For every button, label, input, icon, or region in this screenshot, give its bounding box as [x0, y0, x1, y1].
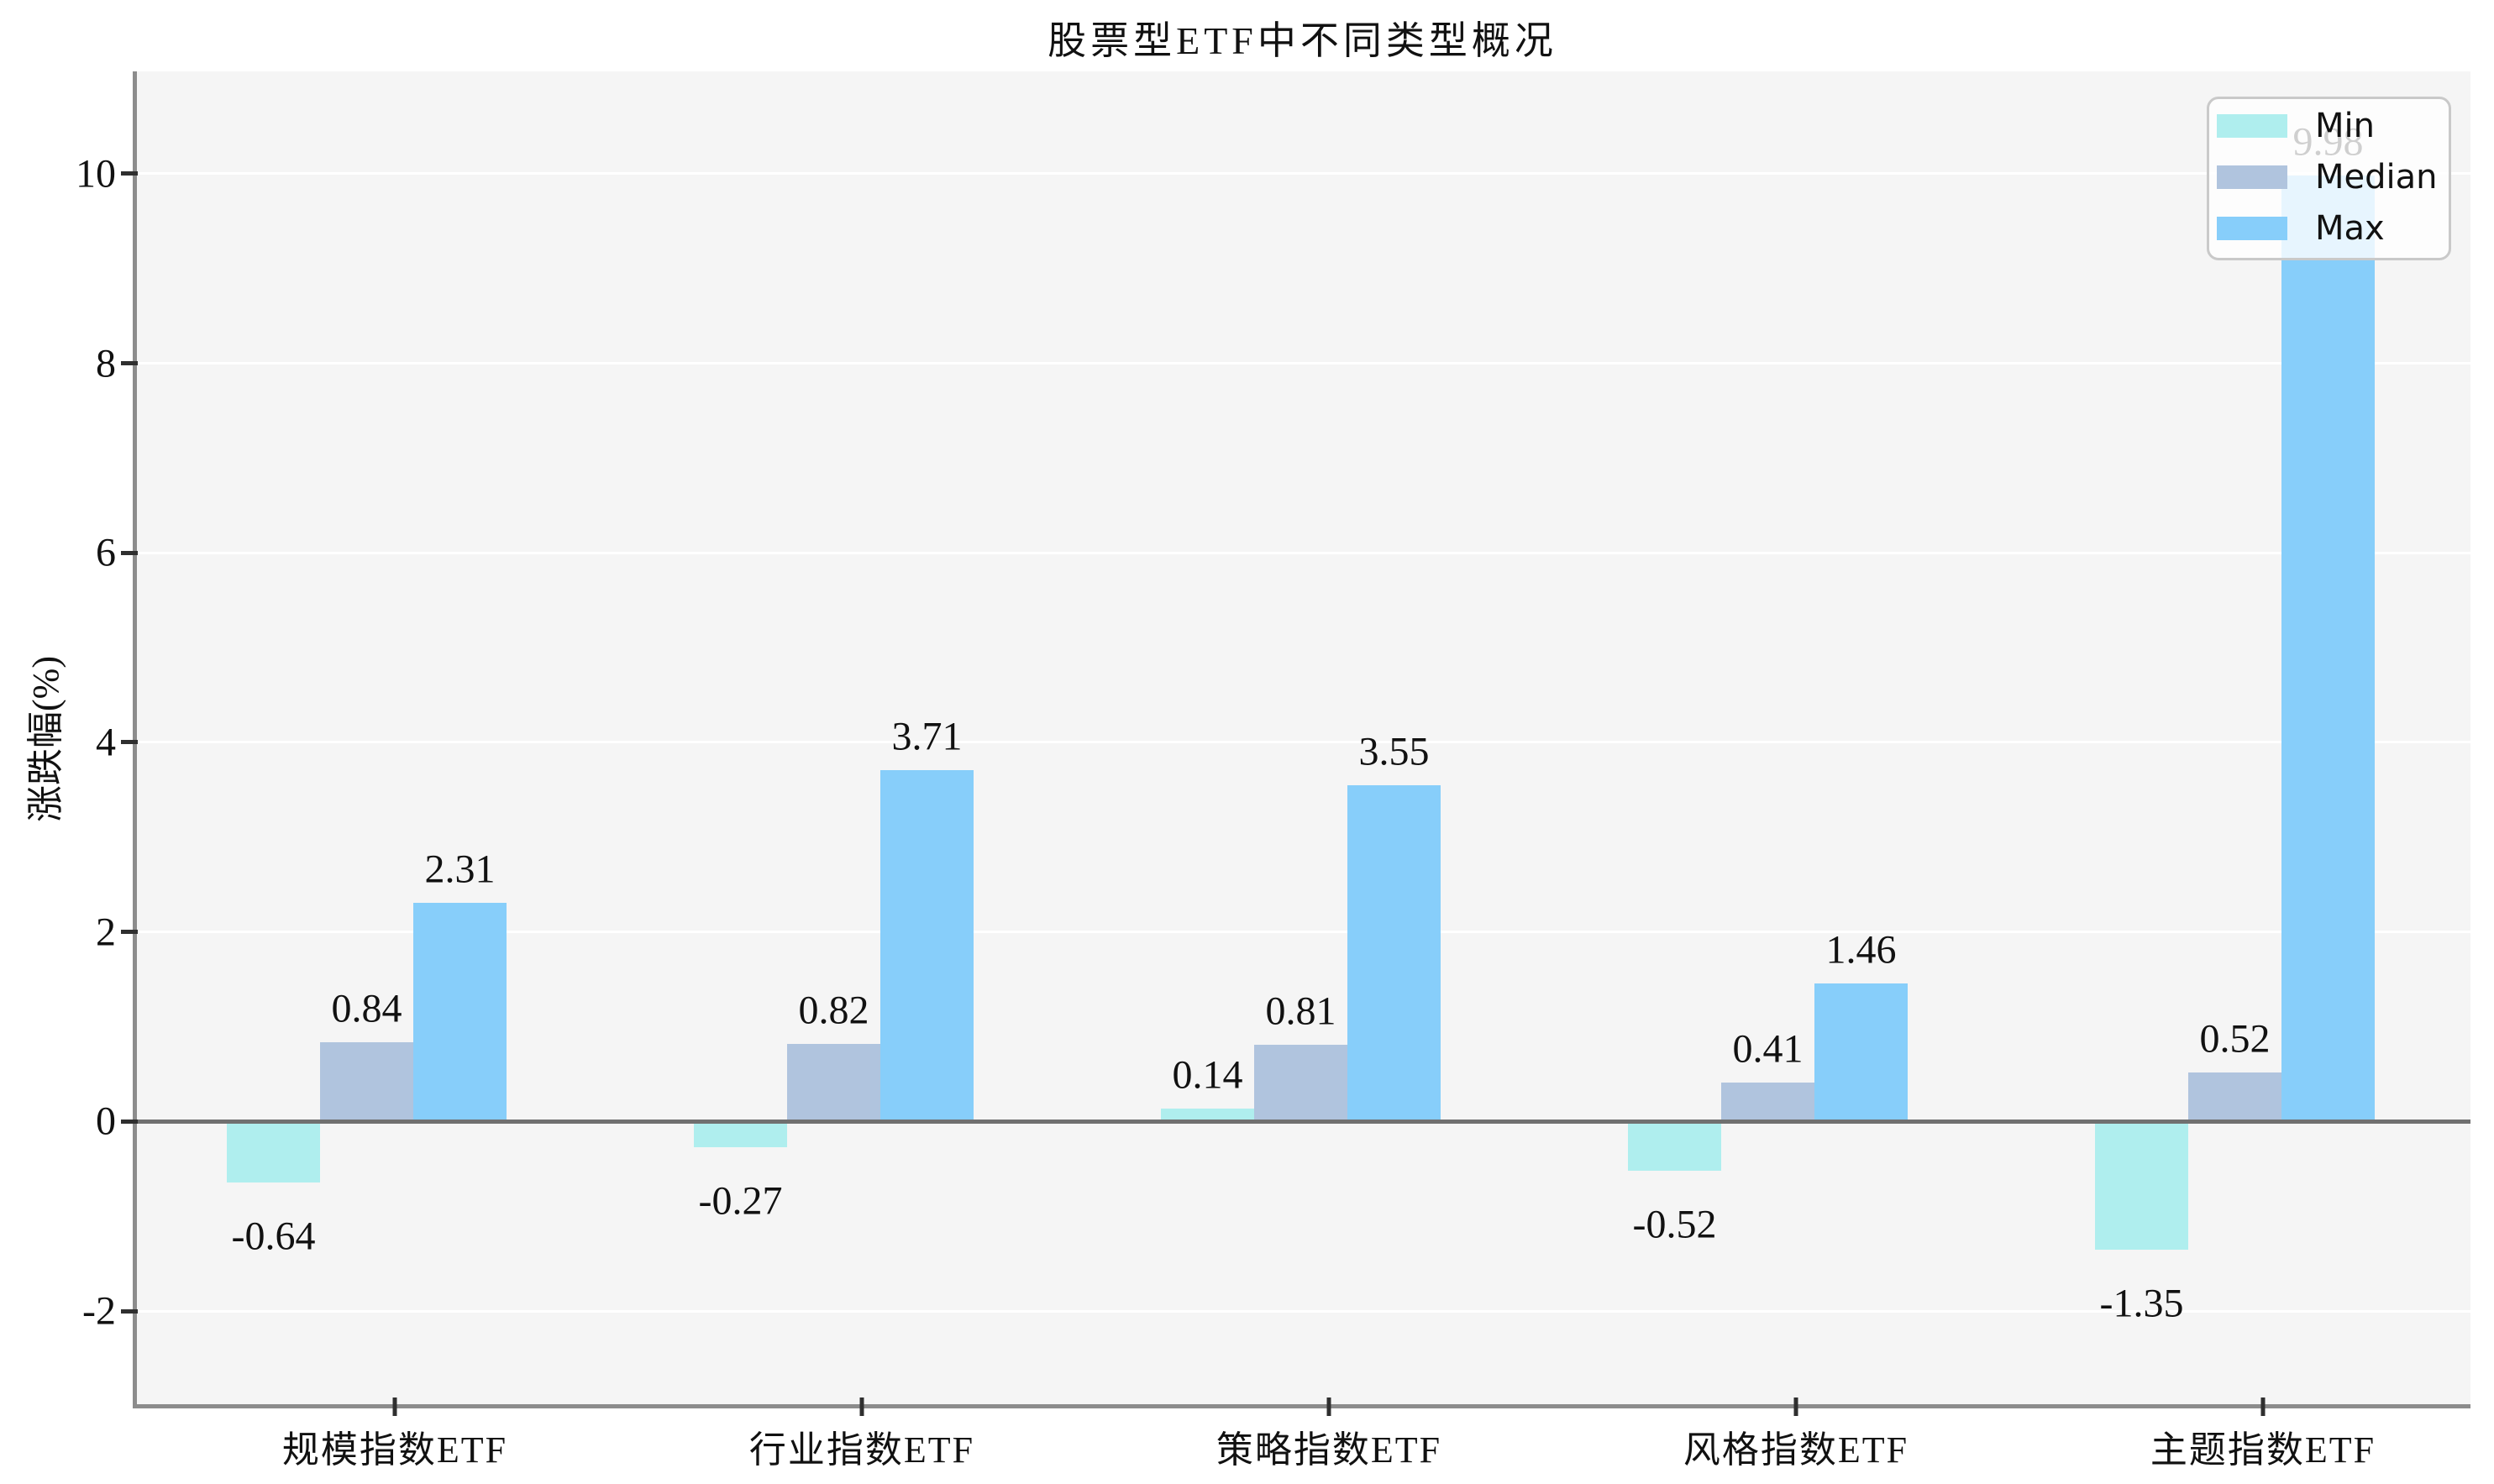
y-tick-label: 2: [96, 910, 116, 955]
y-tick-mark: [121, 171, 138, 176]
bar-value-label: 0.52: [2199, 1016, 2271, 1062]
x-tick-label-4: 主题指数ETF: [2150, 1429, 2376, 1471]
y-gridline: [134, 362, 2470, 365]
bar-min-0: [227, 1121, 320, 1182]
x-tick-label-3: 风格指数ETF: [1683, 1429, 1909, 1471]
bar-value-label: 0.14: [1172, 1052, 1243, 1098]
bar-max-0: [413, 902, 507, 1122]
x-tick-label-0: 规模指数ETF: [281, 1429, 508, 1471]
bar-max-3: [1814, 983, 1908, 1122]
bar-value-label: 0.81: [1265, 988, 1336, 1034]
bar-median-4: [2188, 1072, 2281, 1122]
y-tick-mark: [121, 1308, 138, 1314]
y-gridline: [134, 172, 2470, 176]
legend-swatch-median: [2217, 165, 2287, 189]
bar-min-2: [1161, 1108, 1254, 1122]
legend-label-median: Median: [2315, 158, 2438, 197]
y-tick-mark: [121, 550, 138, 555]
bar-value-label: 0.84: [331, 986, 402, 1031]
legend-label-max: Max: [2315, 209, 2385, 248]
x-tick-mark: [2260, 1397, 2266, 1416]
y-tick-label: 4: [96, 720, 116, 765]
y-tick-label: 6: [96, 530, 116, 575]
bar-median-0: [320, 1041, 413, 1122]
bar-median-3: [1721, 1083, 1814, 1122]
bar-max-1: [880, 769, 974, 1122]
bar-min-4: [2095, 1121, 2188, 1250]
x-tick-label-2: 策略指数ETF: [1215, 1429, 1442, 1471]
y-gridline: [134, 931, 2470, 934]
bar-value-label: -1.35: [2099, 1281, 2184, 1326]
zero-line: [134, 1119, 2470, 1124]
bar-median-2: [1254, 1044, 1347, 1122]
plot-area: [134, 71, 2470, 1407]
left-spine: [133, 71, 137, 1408]
x-tick-label-1: 行业指数ETF: [748, 1429, 975, 1471]
legend-row-median: Median: [2209, 158, 2449, 197]
y-tick-mark: [121, 361, 138, 366]
bar-value-label: -0.27: [698, 1178, 783, 1224]
x-tick-mark: [1793, 1397, 1798, 1416]
legend-row-max: Max: [2209, 209, 2449, 248]
bar-value-label: 0.82: [798, 988, 869, 1033]
bar-value-label: -0.64: [231, 1214, 316, 1259]
y-tick-label: 10: [76, 151, 116, 197]
bar-value-label: 2.31: [424, 847, 496, 892]
bar-max-4: [2281, 176, 2375, 1122]
y-tick-mark: [121, 930, 138, 935]
bar-min-3: [1628, 1121, 1721, 1171]
y-tick-mark: [121, 1119, 138, 1124]
bar-value-label: 0.41: [1732, 1026, 1804, 1072]
x-tick-mark: [1326, 1397, 1331, 1416]
y-tick-label: 0: [96, 1099, 116, 1144]
legend: Min Median Max: [2207, 97, 2451, 260]
legend-swatch-min: [2217, 114, 2287, 138]
bar-value-label: 1.46: [1825, 927, 1897, 973]
bar-median-1: [787, 1043, 880, 1122]
y-tick-mark: [121, 740, 138, 745]
chart-title: 股票型ETF中不同类型概况: [1047, 19, 1557, 62]
y-tick-label: 8: [96, 341, 116, 386]
legend-swatch-max: [2217, 217, 2287, 240]
bottom-spine: [133, 1404, 2470, 1408]
legend-label-min: Min: [2315, 107, 2375, 145]
legend-row-min: Min: [2209, 107, 2449, 145]
bar-value-label: -0.52: [1632, 1202, 1717, 1247]
bar-max-2: [1347, 784, 1441, 1122]
x-tick-mark: [392, 1397, 397, 1416]
bar-value-label: 3.55: [1358, 729, 1430, 774]
x-tick-mark: [859, 1397, 864, 1416]
bar-value-label: 3.71: [891, 714, 963, 759]
y-gridline: [134, 551, 2470, 554]
bar-min-1: [694, 1121, 787, 1147]
y-gridline: [134, 1309, 2470, 1313]
y-gridline: [134, 741, 2470, 744]
y-tick-label: -2: [82, 1288, 116, 1334]
